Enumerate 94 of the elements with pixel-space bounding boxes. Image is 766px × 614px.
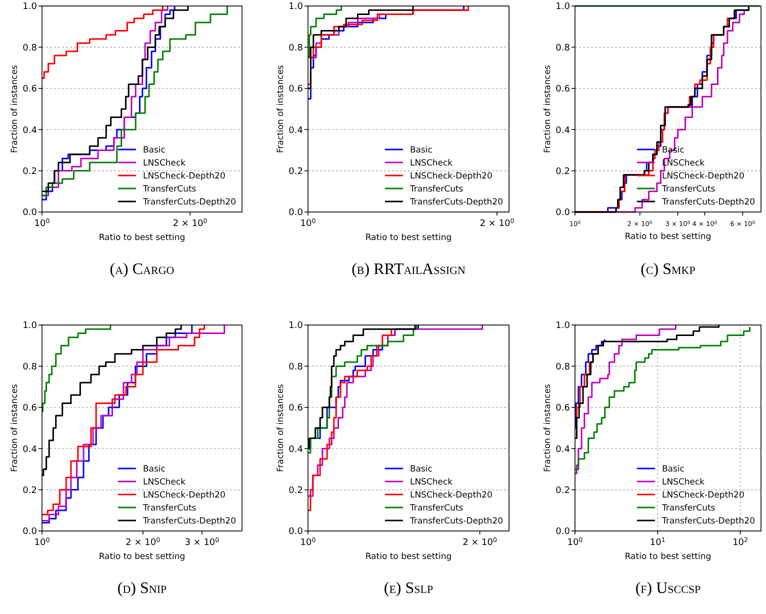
legend-label: LNSCheck [410, 478, 453, 488]
y-axis-title: Fraction of instances [276, 64, 286, 153]
y-tick-label: 0.4 [556, 444, 570, 455]
y-tick-label: 0.0 [556, 527, 570, 538]
legend-label: LNSCheck-Depth20 [410, 490, 492, 501]
legend-label: TransferCuts-Depth20 [408, 516, 503, 527]
x-tick-label: 10$^{1}$ [650, 536, 666, 548]
x-tick-label: 3 × 10$^{0}$ [184, 536, 220, 548]
legend-label: TransferCuts-Depth20 [142, 516, 236, 527]
x-tick-label: 10$^{0}$ [34, 536, 50, 548]
x-tick-label: 10$^{0}$ [300, 218, 316, 229]
x-tick-label: 2 × 10$^{0}$ [172, 218, 208, 229]
text: (f) Usccsp [635, 580, 701, 597]
x-tick-label: 2 × 10$^{0}$ [480, 218, 514, 229]
y-tick-label: 0.0 [556, 208, 570, 218]
legend-label: Basic [410, 146, 433, 156]
y-tick-label: 0.6 [288, 404, 304, 414]
y-tick-label: 0.8 [556, 43, 570, 54]
y-tick-label: 0.0 [22, 527, 38, 538]
y-axis-title: Fraction of instances [543, 64, 553, 153]
y-tick-label: 1.0 [288, 2, 304, 12]
y-tick-label: 0.6 [556, 404, 570, 414]
legend-label: TransferCuts [408, 184, 464, 195]
legend-label: TransferCuts-Depth20 [660, 198, 755, 208]
legend-label: LNSCheck [410, 158, 453, 169]
legend-label: LNSCheck [142, 478, 186, 488]
text: (e) Sslp [384, 580, 434, 597]
legend-label: TransferCuts [660, 184, 716, 195]
y-tick-label: 0.0 [22, 208, 38, 218]
y-tick-label: 0.4 [22, 444, 38, 455]
y-tick-label: 0.2 [288, 486, 303, 496]
x-axis-title: Ratio to best setting [365, 552, 452, 562]
y-axis-title: Fraction of instances [10, 64, 20, 153]
x-axis-title: Ratio to best setting [624, 552, 712, 562]
y-tick-label: 1.0 [22, 321, 38, 332]
y-tick-label: 0.2 [22, 167, 37, 177]
y-tick-label: 0.6 [22, 84, 38, 95]
x-tick-label: 10$^{0}$ [34, 218, 50, 229]
x-axis-title: Ratio to best setting [98, 552, 186, 562]
x-axis-title: Ratio to best setting [365, 233, 452, 243]
text: (b) RRTailAssign [352, 261, 466, 278]
y-axis-title: Fraction of instances [543, 383, 553, 472]
y-tick-label: 0.4 [556, 126, 570, 136]
legend-label: Basic [662, 464, 685, 475]
x-tick-label: 2 × 10$^{0}$ [462, 536, 498, 548]
x-axis-title: Ratio to best setting [624, 232, 712, 242]
y-tick-label: 0.4 [22, 126, 38, 136]
y-tick-label: 0.6 [288, 84, 304, 95]
y-tick-label: 0.0 [288, 208, 304, 218]
y-tick-label: 0.4 [288, 444, 304, 455]
legend-label: TransferCuts [408, 504, 464, 514]
y-tick-label: 0.8 [288, 362, 304, 372]
y-tick-label: 0.2 [556, 486, 570, 496]
y-tick-label: 0.8 [556, 362, 570, 372]
legend-label: TransferCuts-Depth20 [660, 516, 755, 527]
legend-label: TransferCuts [142, 184, 197, 195]
y-tick-label: 0.2 [556, 167, 570, 177]
x-tick-label: 10$^{0}$ [300, 536, 316, 548]
legend-label: TransferCuts [660, 504, 716, 514]
y-tick-label: 0.8 [288, 43, 304, 54]
legend-label: TransferCuts-Depth20 [142, 198, 236, 208]
x-axis-title: Ratio to best setting [98, 233, 186, 243]
y-tick-label: 0.4 [288, 126, 304, 136]
legend-label: LNSCheck [142, 158, 186, 169]
y-tick-label: 1.0 [22, 2, 38, 12]
y-tick-label: 0.2 [288, 167, 303, 177]
x-tick-label: 10$^{0}$ [567, 536, 583, 548]
y-tick-label: 0.0 [288, 527, 304, 538]
text: (c) Smkp [640, 261, 696, 278]
legend-label: TransferCuts-Depth20 [408, 198, 503, 208]
y-tick-label: 0.6 [556, 84, 570, 95]
y-tick-label: 1.0 [556, 321, 570, 332]
y-tick-label: 1.0 [288, 321, 304, 332]
legend-label: LNSCheck [662, 478, 705, 488]
legend-label: LNSCheck-Depth20 [410, 172, 492, 182]
legend-label: LNSCheck-Depth20 [142, 490, 226, 501]
y-axis-title: Fraction of instances [10, 383, 20, 472]
legend-label: TransferCuts [142, 504, 197, 514]
legend-label: Basic [142, 146, 166, 156]
y-tick-label: 0.8 [22, 43, 38, 54]
x-tick-label: 2 × 10$^{0}$ [126, 536, 160, 548]
legend-label: LNSCheck-Depth20 [142, 172, 226, 182]
x-tick-label: 10$^{2}$ [732, 536, 748, 548]
legend-label: Basic [410, 464, 433, 475]
y-tick-label: 0.2 [22, 486, 37, 496]
text: (d) Snip [117, 580, 167, 597]
y-tick-label: 0.8 [22, 362, 38, 372]
y-tick-label: 0.6 [22, 404, 38, 414]
legend-label: LNSCheck-Depth20 [662, 172, 744, 182]
y-tick-label: 1.0 [556, 2, 570, 12]
y-axis-title: Fraction of instances [276, 383, 286, 472]
legend-label: Basic [142, 464, 166, 475]
text: (a) Cargo [110, 261, 174, 278]
legend-label: LNSCheck-Depth20 [662, 490, 744, 501]
